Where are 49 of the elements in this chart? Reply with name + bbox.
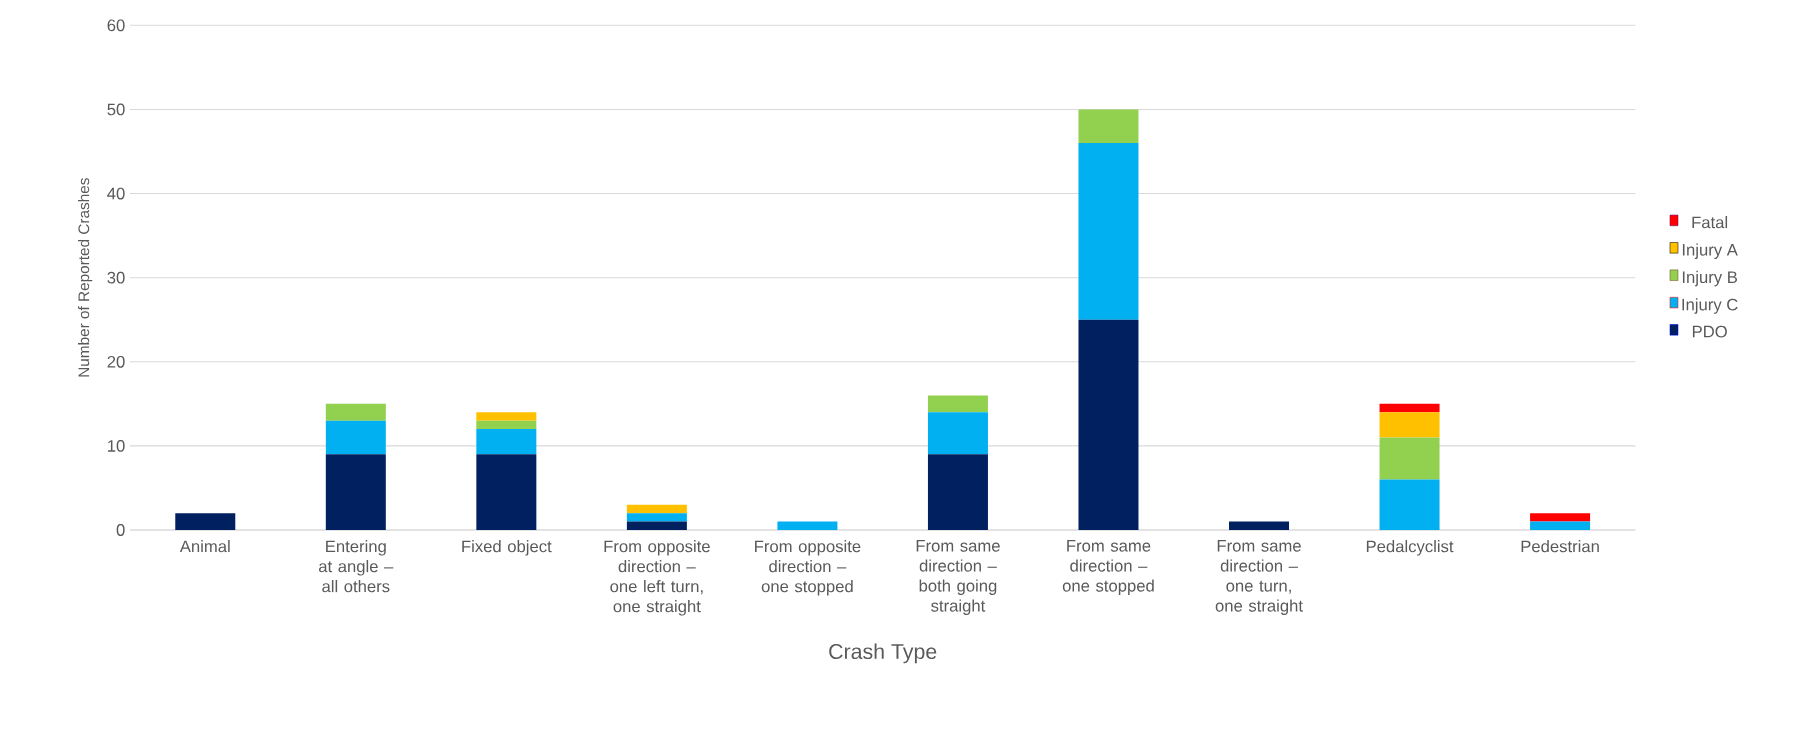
bar	[626, 521, 687, 530]
x-tick-label: From opposite direction – one stopped	[755, 540, 861, 596]
bar	[1379, 479, 1440, 530]
legend-label: PDO	[1692, 325, 1727, 338]
bar	[927, 454, 988, 530]
bar	[325, 420, 386, 455]
x-tick-label: Fixed object	[462, 540, 552, 556]
bar	[927, 412, 988, 455]
x-tick-label: Entering at angle – all others	[318, 540, 394, 593]
x-tick-label: Pedestrian	[1521, 540, 1599, 553]
legend-label: Fatal	[1692, 216, 1728, 229]
bar	[476, 429, 537, 455]
bar	[476, 412, 537, 421]
y-tick-label: 0	[116, 524, 125, 536]
y-tick-label: 10	[108, 440, 125, 452]
x-tick-label: From same direction – both going straight	[916, 540, 1000, 615]
x-tick-label: From same direction – one turn, one straight	[1215, 540, 1303, 615]
x-tick-label: Pedalcyclist	[1366, 540, 1454, 556]
legend-label: Injury A	[1682, 243, 1738, 259]
x-tick-label: From opposite direction – one left turn, one straight	[604, 540, 710, 616]
bar	[1530, 513, 1591, 522]
bar	[1078, 109, 1139, 144]
legend-label: Injury C	[1682, 298, 1738, 314]
bar	[626, 513, 687, 522]
bar	[1078, 143, 1139, 320]
y-tick-label: 60	[107, 19, 125, 32]
x-axis-title: Crash Type	[829, 643, 937, 664]
bar	[927, 395, 988, 413]
bar	[1229, 521, 1290, 530]
x-tick-label: Animal	[179, 540, 230, 553]
bar	[1379, 437, 1440, 480]
bar	[1530, 521, 1591, 530]
bar	[325, 454, 386, 530]
bar	[476, 454, 537, 530]
y-tick-label: 20	[107, 355, 125, 368]
bar	[1078, 319, 1139, 530]
bar	[626, 504, 687, 514]
y-tick-label: 50	[107, 103, 125, 116]
bar	[1379, 403, 1440, 413]
y-tick-label: 30	[107, 271, 125, 284]
bar	[777, 521, 838, 530]
bar	[325, 403, 386, 421]
y-axis-title: Number of Reported Crashes	[77, 178, 93, 377]
bar	[1379, 412, 1440, 438]
y-tick-label: 40	[107, 187, 125, 200]
bar	[175, 513, 236, 530]
legend-label: Injury B	[1682, 270, 1737, 287]
bar	[476, 420, 537, 430]
x-tick-label: From same direction – one stopped	[1062, 540, 1154, 595]
